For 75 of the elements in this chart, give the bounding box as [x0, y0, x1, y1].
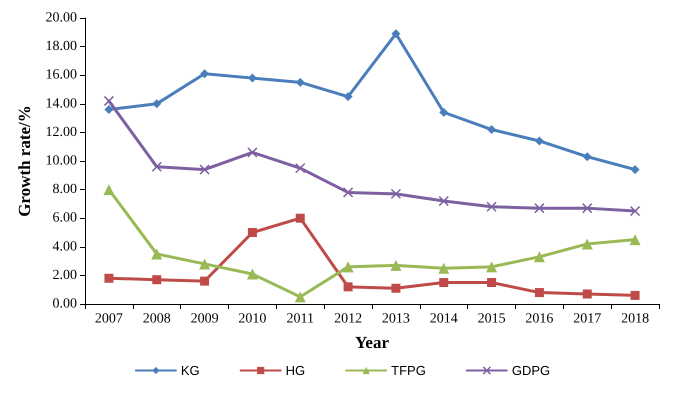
- y-tick-label: 0.00: [52, 296, 77, 312]
- point: [582, 289, 592, 298]
- point: [439, 108, 448, 117]
- x-tick-label: 2016: [525, 312, 554, 326]
- point: [152, 99, 162, 108]
- x-tick-label: 2013: [382, 312, 410, 326]
- point: [104, 96, 114, 106]
- y-tick-label: 14.00: [46, 96, 77, 112]
- point: [391, 284, 400, 293]
- x-tick-label: 2017: [573, 312, 602, 326]
- point: [342, 187, 354, 198]
- point: [199, 164, 210, 175]
- point: [438, 196, 449, 206]
- y-tick-label: 2.00: [52, 268, 77, 283]
- y-tick-label: 8.00: [52, 182, 77, 198]
- x-tick-label: 2007: [94, 312, 123, 326]
- legend-label: GDPG: [512, 363, 550, 378]
- y-tick-label: 16.00: [46, 68, 77, 83]
- point: [104, 274, 114, 283]
- point: [582, 202, 592, 214]
- y-tick-label: 18.00: [46, 39, 77, 54]
- y-axis-title: Growth rate/%: [15, 105, 34, 217]
- point: [103, 184, 114, 196]
- point: [200, 69, 210, 78]
- x-tick-label: 2012: [334, 312, 362, 326]
- point: [582, 238, 593, 250]
- point: [246, 268, 258, 280]
- point: [439, 278, 448, 288]
- point: [390, 260, 402, 271]
- point: [630, 206, 640, 216]
- point: [295, 162, 306, 174]
- point: [630, 234, 641, 246]
- point: [104, 105, 114, 114]
- point: [438, 262, 450, 274]
- point: [342, 261, 354, 272]
- x-tick-label: 2018: [621, 312, 650, 326]
- legend-label: KG: [180, 363, 200, 378]
- legend-label: TFPG: [391, 363, 426, 378]
- point: [152, 275, 162, 284]
- point: [630, 165, 640, 174]
- point: [534, 202, 545, 214]
- point: [487, 278, 496, 288]
- point: [534, 136, 544, 146]
- y-tick-label: 6.00: [52, 210, 77, 226]
- point: [248, 228, 257, 237]
- point: [344, 92, 353, 102]
- x-axis-title: Year: [355, 333, 390, 352]
- x-tick-label: 2008: [142, 312, 171, 326]
- point: [487, 125, 496, 134]
- y-tick-label: 12.00: [46, 124, 77, 140]
- point: [152, 161, 162, 172]
- x-tick-label: 2014: [430, 312, 458, 326]
- x-tick-label: 2011: [286, 312, 314, 326]
- x-tick-label: 2015: [478, 312, 506, 326]
- point: [630, 290, 640, 300]
- point: [199, 258, 210, 270]
- point: [582, 152, 592, 162]
- point: [247, 147, 258, 158]
- point: [390, 188, 402, 200]
- point: [151, 248, 162, 260]
- y-tick-label: 10.00: [46, 154, 77, 168]
- point: [200, 276, 210, 286]
- point: [534, 251, 545, 262]
- point: [391, 29, 400, 38]
- x-tick-label: 2010: [238, 312, 266, 326]
- x-tick-label: 2009: [190, 312, 219, 326]
- point: [296, 214, 305, 223]
- point: [486, 261, 498, 272]
- point: [294, 291, 306, 302]
- y-tick-label: 4.00: [52, 239, 77, 254]
- point: [486, 202, 497, 212]
- legend-label: HG: [286, 363, 306, 378]
- point: [534, 288, 544, 298]
- point: [344, 282, 353, 292]
- y-tick-label: 20.00: [46, 10, 77, 26]
